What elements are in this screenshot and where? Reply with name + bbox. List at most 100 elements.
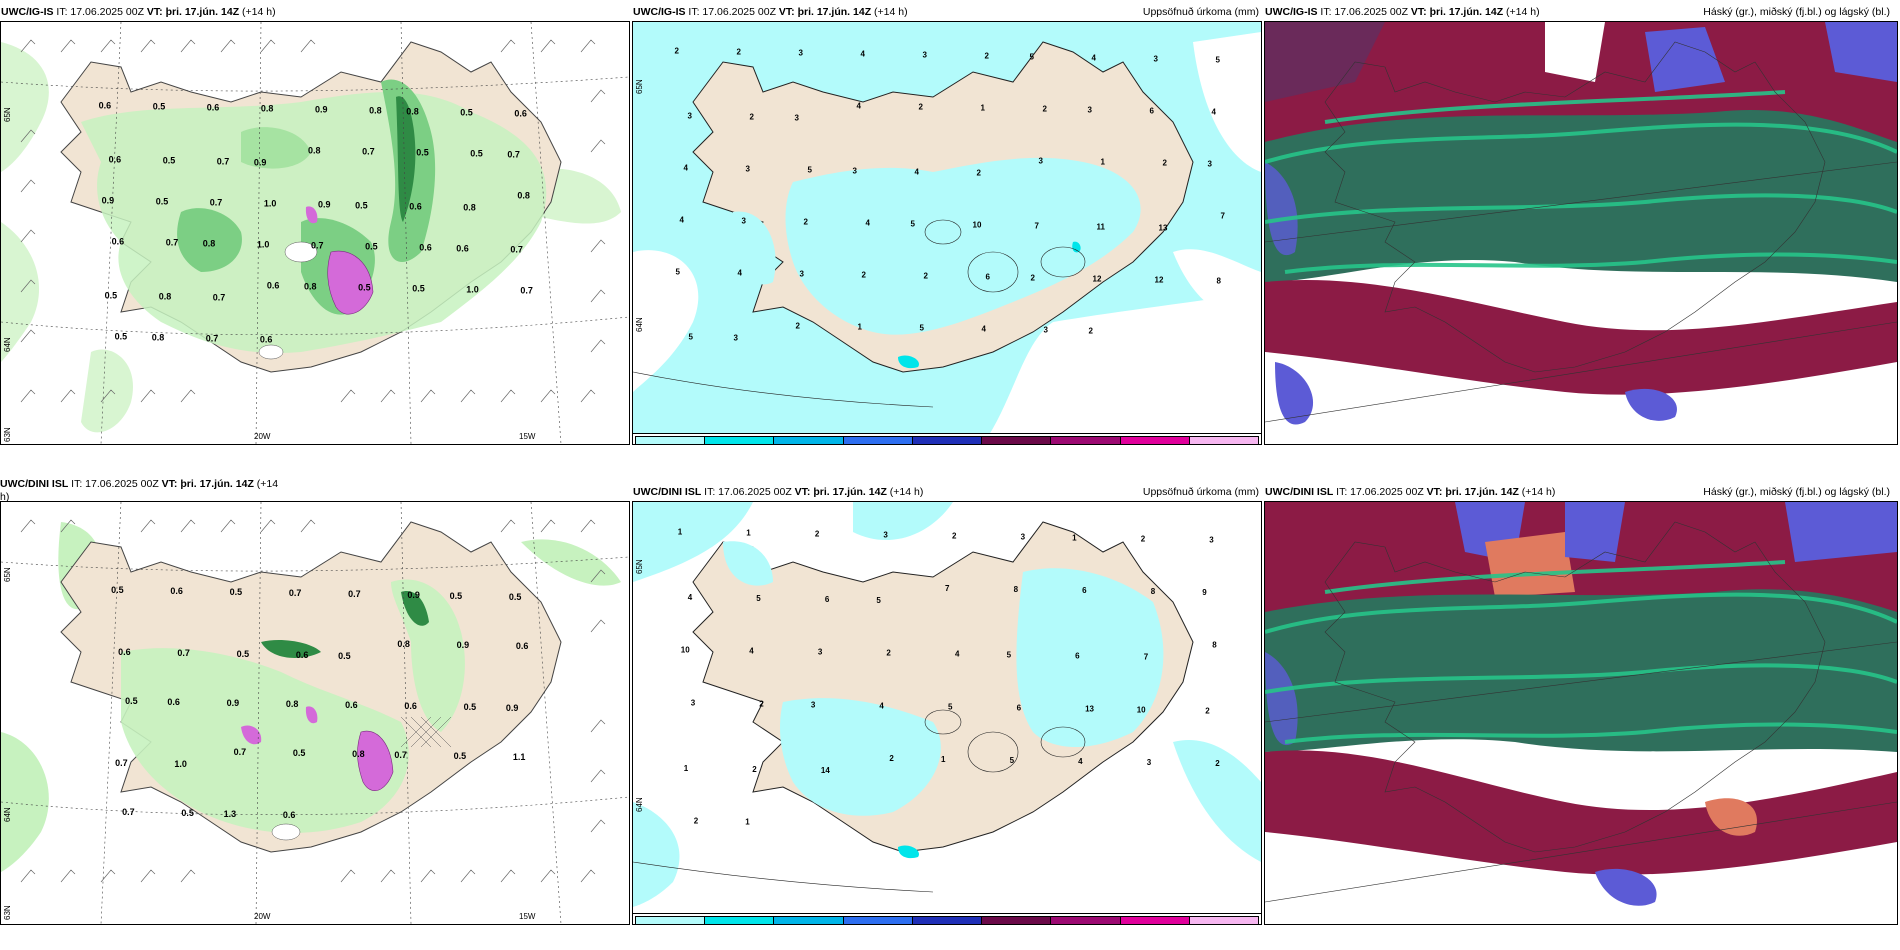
colorbar-swatch bbox=[636, 917, 706, 924]
precip-value-label: 2 bbox=[886, 649, 891, 658]
init-time: IT: 17.06.2025 00Z bbox=[704, 486, 792, 498]
precip-value-label: 4 bbox=[738, 269, 743, 278]
map-frame bbox=[1264, 21, 1898, 445]
precip-value-label: 4 bbox=[1212, 108, 1217, 117]
precip-value-label: 0.7 bbox=[166, 238, 179, 248]
precip-value-label: 5 bbox=[948, 702, 953, 711]
precip-value-label: 0.5 bbox=[293, 748, 306, 758]
panel-header: UWC/DINI ISL IT: 17.06.2025 00Z VT: þri.… bbox=[1265, 485, 1555, 499]
precip-value-label: 3 bbox=[853, 167, 858, 176]
precip-value-label: 5 bbox=[808, 166, 813, 175]
panel-header: UWC/IG-IS IT: 17.06.2025 00Z VT: þri. 17… bbox=[633, 5, 908, 19]
precip-value-label: 0.6 bbox=[170, 586, 183, 596]
precip-value-label: 3 bbox=[818, 648, 823, 657]
precip-value-label: 4 bbox=[680, 216, 685, 225]
model-name: UWC/DINI ISL bbox=[1265, 486, 1334, 498]
precip-value-label: 0.5 bbox=[509, 592, 522, 602]
precip-value-label: 0.7 bbox=[217, 157, 230, 167]
precip-value-label: 0.7 bbox=[177, 648, 190, 658]
model-name: UWC/IG-IS bbox=[1265, 6, 1318, 18]
precip-value-label: 1.0 bbox=[257, 240, 270, 250]
precip-value-label: 2 bbox=[977, 169, 982, 178]
precip-value-label: 3 bbox=[799, 49, 804, 58]
longitude-label: 15W bbox=[519, 432, 536, 441]
precip-value-label: 2 bbox=[804, 218, 809, 227]
forecast-offset: (+14 h) bbox=[874, 6, 908, 18]
precip-value-label: 0.8 bbox=[203, 239, 216, 249]
precip-value-label: 1.3 bbox=[224, 809, 237, 819]
precip-value-label: 3 bbox=[1209, 535, 1214, 544]
map-frame: 1 1 2 3 2 3 1 2 3 4 5 6 5 7 8 6 8 9 10 4 3 2 4 5 6 7 8 3 2 3 4 5 6 13 10 2 1… bbox=[632, 501, 1262, 925]
precip-value-label: 3 bbox=[1088, 106, 1093, 115]
latitude-label: 65N bbox=[3, 567, 12, 582]
colorbar-swatch bbox=[774, 437, 844, 444]
precip-value-label: 7 bbox=[1144, 653, 1149, 662]
panel-header: UWC/IG-IS IT: 17.06.2025 00Z VT: þri. 17… bbox=[1265, 5, 1540, 19]
colorbar-swatch bbox=[1051, 437, 1121, 444]
forecast-offset: (+14 h) bbox=[889, 486, 924, 498]
precip-value-label: 0.9 bbox=[254, 158, 267, 168]
precip-value-label: 0.6 bbox=[112, 237, 125, 247]
forecast-offset: (+14 h) bbox=[1521, 486, 1556, 498]
precip-value-label: 14 bbox=[821, 766, 830, 775]
precip-value-label: 5 bbox=[689, 333, 694, 342]
precip-value-label: 1 bbox=[1072, 533, 1077, 542]
precip-value-label: 4 bbox=[861, 50, 866, 59]
precip-value-label: 0.5 bbox=[237, 649, 250, 659]
precip-value-label: 2 bbox=[985, 52, 990, 61]
precip-value-label: 0.6 bbox=[267, 281, 280, 291]
precip-wind-map: 0.6 0.5 0.6 0.8 0.9 0.8 0.8 0.5 0.6 0.6 0.5 0.7 0.9 0… bbox=[1, 22, 629, 444]
model-name: UWC/DINI ISL bbox=[633, 486, 702, 498]
precip-value-label: 0.5 bbox=[454, 751, 467, 761]
precip-value-label: 0.9 bbox=[227, 698, 240, 708]
precip-value-label: 1 bbox=[1101, 158, 1106, 167]
precip-value-label: 4 bbox=[982, 325, 987, 334]
precip-value-label: 3 bbox=[811, 700, 816, 709]
precip-value-label: 6 bbox=[1082, 586, 1087, 595]
precip-value-label: 5 bbox=[1010, 756, 1015, 765]
precip-value-label: 0.5 bbox=[460, 108, 473, 118]
precip-value-label: 0.8 bbox=[304, 282, 317, 292]
longitude-label: 15W bbox=[519, 912, 536, 921]
precip-value-label: 0.6 bbox=[167, 697, 180, 707]
precip-value-label: 5 bbox=[911, 220, 916, 229]
map-frame bbox=[1264, 501, 1898, 925]
precip-value-label: 1 bbox=[678, 527, 683, 536]
precip-value-label: 0.9 bbox=[457, 640, 470, 650]
precip-value-label: 0.7 bbox=[213, 293, 226, 303]
panel-header: UWC/DINI ISL IT: 17.06.2025 00Z VT: þri.… bbox=[633, 485, 923, 499]
precip-value-label: 3 bbox=[1147, 758, 1152, 767]
precip-value-label: 2 bbox=[1089, 327, 1094, 336]
precip-value-label: 10 bbox=[681, 646, 690, 655]
precip-value-label: 5 bbox=[1216, 56, 1221, 65]
colorbar-swatch bbox=[636, 437, 706, 444]
latitude-label: 65N bbox=[635, 559, 644, 574]
panel-header: UWC/DINI ISL IT: 17.06.2025 00Z VT: þri.… bbox=[0, 478, 290, 504]
precip-value-label: 0.5 bbox=[470, 149, 483, 159]
latitude-label: 65N bbox=[635, 79, 644, 94]
precip-value-label: 0.7 bbox=[311, 241, 324, 251]
precip-value-label: 2 bbox=[675, 47, 680, 56]
longitude-label: 20W bbox=[254, 912, 271, 921]
precip-value-label: 0.6 bbox=[99, 101, 112, 111]
precip-value-label: 3 bbox=[734, 334, 739, 343]
colorbar-swatch bbox=[1189, 437, 1258, 444]
precip-value-label: 2 bbox=[796, 322, 801, 331]
precip-value-label: 1 bbox=[684, 764, 689, 773]
map-frame: 2 2 3 4 3 2 5 4 3 5 3 2 3 4 2 1 2 3 6 4 4 3 5 3 4 2 3 1 2 3 4 3 2 4 5 10 7 11… bbox=[632, 21, 1262, 445]
colorbar-cells bbox=[635, 436, 1259, 444]
precip-value-label: 1 bbox=[858, 323, 863, 332]
cloud-cover-map bbox=[1265, 22, 1897, 444]
precip-value-label: 8 bbox=[1212, 641, 1217, 650]
precip-value-label: 0.8 bbox=[406, 107, 419, 117]
map-frame: 0.5 0.6 0.5 0.7 0.7 0.9 0.5 0.5 0.6 0.7 0.5 0.6 0.5 0… bbox=[0, 501, 630, 925]
precip-value-label: 0.6 bbox=[409, 202, 422, 212]
precip-value-label: 4 bbox=[915, 168, 920, 177]
precip-value-label: 3 bbox=[1044, 326, 1049, 335]
precip-value-label: 10 bbox=[1137, 705, 1146, 714]
colorbar-swatch bbox=[1120, 917, 1190, 924]
precip-value-label: 4 bbox=[866, 219, 871, 228]
precip-value-label: 2 bbox=[1163, 159, 1168, 168]
precip-value-label: 3 bbox=[746, 165, 751, 174]
precip-value-label: 3 bbox=[923, 51, 928, 60]
